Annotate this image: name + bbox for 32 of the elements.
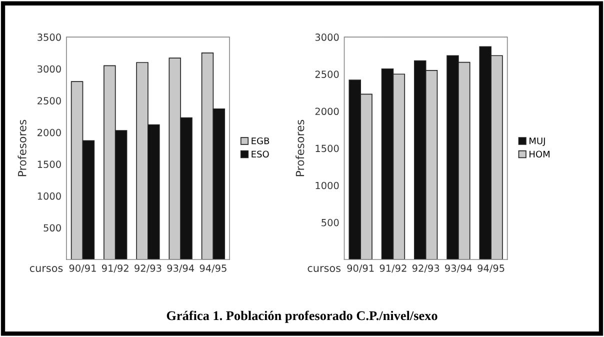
y-tick-label: 3000 (38, 65, 61, 73)
y-axis-title: Profesores (296, 120, 304, 176)
x-tick-label: 92/93 (134, 264, 162, 273)
y-tick-label: 2000 (38, 128, 61, 136)
x-tick-label: 90/91 (69, 264, 96, 273)
y-tick-label: 2500 (315, 70, 339, 78)
x-tick-label: 94/95 (478, 264, 504, 273)
y-tick-label: 1500 (38, 160, 61, 168)
x-tick-label: 91/92 (102, 264, 128, 273)
x-tick-label: 93/94 (167, 264, 194, 273)
x-tick-label: 94/95 (200, 264, 226, 273)
x-axis-title: cursos (308, 266, 341, 272)
y-tick-label: 2500 (38, 97, 61, 104)
legend-label: ESO (252, 150, 269, 158)
x-tick-label: 92/93 (412, 264, 440, 273)
legend-label: HOM (530, 150, 550, 158)
x-tick-label: 91/92 (380, 264, 406, 273)
y-tick-label: 1500 (316, 144, 339, 152)
x-tick-label: 90/91 (347, 264, 374, 273)
y-tick-label: 1000 (38, 192, 61, 200)
y-tick-label: 500 (322, 218, 339, 226)
x-tick-label: 93/94 (445, 264, 472, 273)
y-tick-label: 2000 (315, 108, 339, 116)
y-tick-label: 1000 (316, 182, 339, 190)
legend-label: EGB (252, 137, 270, 144)
y-tick-label: 3000 (315, 34, 339, 41)
y-tick-label: 3500 (38, 34, 61, 41)
y-tick-label: 500 (44, 224, 61, 232)
x-axis-title: cursos (30, 266, 63, 272)
y-axis-title: Profesores (18, 120, 26, 176)
legend-label: MUJ (530, 138, 545, 146)
text: Gráfica 1. Población profesorado C.P./nivel/sexo (166, 310, 438, 323)
